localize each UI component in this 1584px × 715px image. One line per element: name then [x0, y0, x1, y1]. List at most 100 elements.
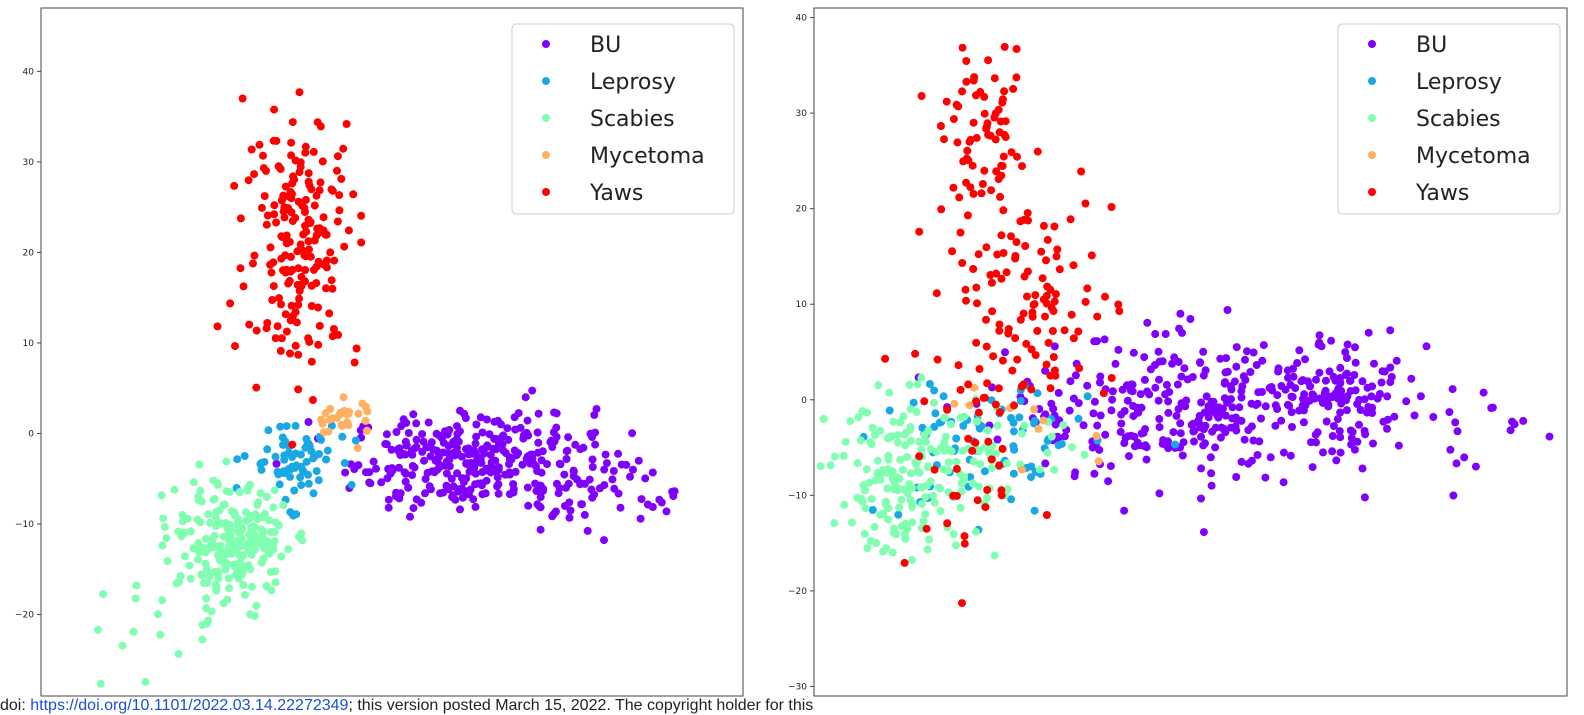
point-scabies	[189, 544, 198, 553]
point-bu	[366, 479, 375, 488]
point-bu	[617, 460, 626, 469]
point-scabies	[897, 495, 906, 504]
point-yaws	[269, 282, 278, 291]
point-bu	[1328, 432, 1337, 440]
point-yaws	[247, 145, 256, 154]
point-yaws	[239, 282, 248, 291]
point-yaws	[988, 307, 997, 316]
point-bu	[1446, 445, 1455, 454]
point-scabies	[895, 503, 904, 512]
point-scabies	[873, 456, 882, 465]
point-yaws	[943, 405, 952, 414]
point-yaws	[298, 201, 307, 210]
point-scabies	[882, 544, 891, 553]
point-bu	[602, 459, 611, 468]
point-leprosy	[309, 454, 318, 463]
point-scabies	[892, 473, 901, 482]
point-bu	[412, 419, 421, 428]
point-bu	[563, 446, 572, 455]
point-bu	[478, 428, 487, 437]
point-scabies	[847, 518, 856, 527]
point-scabies	[819, 414, 828, 423]
point-bu	[1453, 427, 1462, 436]
point-bu	[537, 468, 546, 477]
point-bu	[1041, 410, 1050, 419]
point-bu	[1422, 342, 1431, 351]
point-bu	[369, 457, 378, 466]
point-mycetoma	[321, 409, 330, 418]
point-bu	[521, 393, 530, 402]
point-bu	[1050, 342, 1059, 351]
point-scabies	[216, 556, 224, 565]
point-leprosy	[322, 455, 331, 464]
point-bu	[1174, 357, 1183, 366]
point-bu	[564, 479, 573, 488]
point-scabies	[186, 574, 195, 583]
point-mycetoma	[1017, 465, 1026, 474]
point-bu	[1351, 386, 1360, 395]
point-bu	[1079, 421, 1088, 430]
point-scabies	[205, 545, 214, 553]
point-yaws	[328, 332, 337, 341]
point-mycetoma	[1039, 416, 1048, 425]
point-yaws	[995, 408, 1004, 417]
point-bu	[1201, 421, 1210, 430]
point-yaws	[344, 226, 353, 235]
point-yaws	[282, 239, 291, 248]
point-yaws	[296, 162, 305, 171]
point-bu	[471, 502, 480, 511]
point-mycetoma	[950, 399, 959, 408]
point-yaws	[962, 77, 971, 86]
point-scabies	[853, 493, 862, 502]
point-scabies	[212, 507, 221, 516]
point-scabies	[874, 381, 883, 390]
point-bu	[1336, 408, 1345, 417]
point-bu	[436, 489, 445, 498]
point-bu	[1190, 427, 1199, 435]
point-leprosy	[1010, 445, 1019, 454]
point-yaws	[1074, 327, 1083, 336]
point-bu	[580, 510, 589, 519]
point-yaws	[998, 95, 1007, 104]
point-bu	[418, 447, 427, 456]
point-leprosy	[291, 449, 300, 458]
point-bu	[1093, 421, 1102, 430]
point-bu	[1335, 427, 1344, 436]
point-scabies	[971, 527, 980, 536]
point-scabies	[830, 452, 839, 461]
point-yaws	[1011, 334, 1020, 343]
doi-link[interactable]: https://doi.org/10.1101/2022.03.14.22272…	[30, 697, 349, 714]
point-bu	[1223, 306, 1232, 314]
point-yaws	[1083, 284, 1092, 293]
point-yaws	[999, 206, 1008, 215]
point-scabies	[225, 584, 234, 593]
point-bu	[1383, 392, 1392, 401]
point-scabies	[222, 457, 231, 466]
point-scabies	[1018, 429, 1026, 438]
point-scabies	[271, 578, 280, 587]
point-yaws	[319, 213, 328, 222]
point-bu	[432, 429, 441, 438]
point-bu	[447, 474, 456, 483]
point-scabies	[863, 408, 871, 417]
point-scabies	[980, 443, 989, 452]
point-yaws	[250, 251, 259, 260]
point-scabies	[993, 421, 1002, 430]
point-bu	[1202, 392, 1211, 401]
point-yaws	[357, 211, 366, 220]
point-leprosy	[264, 426, 273, 435]
point-bu	[1247, 399, 1256, 408]
point-leprosy	[931, 409, 940, 418]
point-bu	[1336, 363, 1345, 372]
point-bu	[401, 477, 410, 486]
point-bu	[464, 444, 473, 453]
point-yaws	[1037, 247, 1046, 256]
point-yaws	[312, 191, 321, 200]
point-leprosy	[302, 457, 311, 466]
point-bu	[1155, 489, 1164, 498]
point-yaws	[1004, 325, 1013, 333]
point-bu	[1065, 406, 1074, 415]
point-scabies	[262, 582, 271, 591]
point-yaws	[339, 144, 348, 153]
point-mycetoma	[358, 399, 367, 408]
